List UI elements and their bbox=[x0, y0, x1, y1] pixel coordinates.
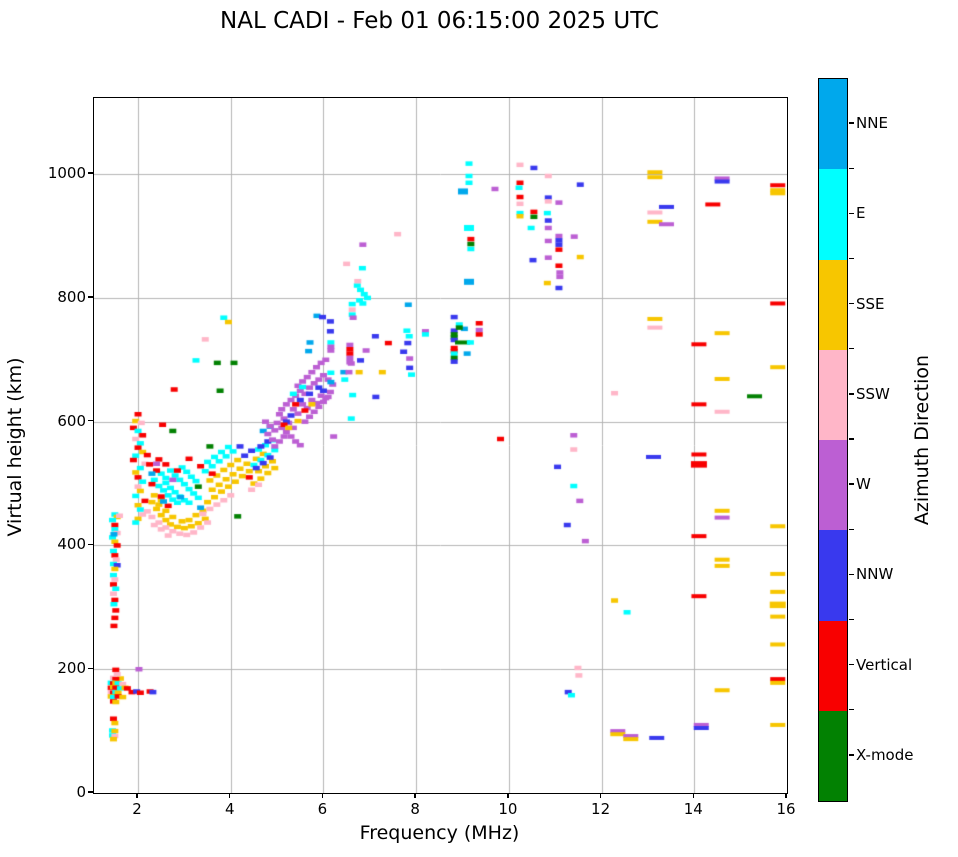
colorbar bbox=[818, 78, 848, 802]
y-tick-label: 1000 bbox=[47, 164, 86, 183]
y-tick-label: 800 bbox=[57, 287, 86, 306]
colorbar-boundary-tick bbox=[849, 167, 854, 169]
colorbar-segment-e bbox=[819, 169, 847, 260]
x-tick-mark bbox=[136, 793, 138, 798]
x-tick-label: 8 bbox=[410, 800, 420, 818]
y-tick-mark bbox=[88, 791, 93, 793]
x-tick-mark bbox=[507, 793, 509, 798]
x-tick-label: 16 bbox=[776, 800, 796, 818]
x-tick-mark bbox=[599, 793, 602, 798]
colorbar-segment-x-mode bbox=[819, 710, 847, 801]
colorbar-tick-mark bbox=[849, 393, 854, 395]
colorbar-segment-w bbox=[819, 440, 847, 531]
colorbar-boundary-tick bbox=[849, 709, 854, 711]
x-tick-label: 4 bbox=[224, 800, 235, 818]
colorbar-boundary-tick bbox=[849, 438, 854, 440]
colorbar-tick-label: SSW bbox=[856, 384, 890, 403]
colorbar-tick-label: NNE bbox=[856, 114, 888, 133]
y-tick-label: 0 bbox=[76, 783, 86, 801]
x-tick-mark bbox=[692, 793, 694, 798]
y-tick-mark bbox=[88, 296, 93, 298]
y-tick-label: 600 bbox=[57, 411, 86, 430]
colorbar-segment-nnw bbox=[819, 530, 847, 621]
colorbar-boundary-tick bbox=[849, 618, 854, 621]
chart-title: NAL CADI - Feb 01 06:15:00 2025 UTC bbox=[220, 8, 659, 34]
colorbar-tick-mark bbox=[849, 302, 854, 305]
colorbar-boundary-tick bbox=[849, 348, 854, 350]
x-tick-label: 14 bbox=[683, 800, 703, 818]
colorbar-tick-mark bbox=[849, 212, 854, 215]
x-axis-label: Frequency (MHz) bbox=[359, 822, 520, 844]
colorbar-tick-label: W bbox=[856, 475, 871, 494]
x-tick-mark bbox=[414, 793, 416, 798]
colorbar-boundary-tick bbox=[849, 528, 854, 530]
colorbar-tick-label: NNW bbox=[856, 565, 894, 584]
x-tick-mark bbox=[785, 793, 787, 798]
x-tick-label: 12 bbox=[591, 800, 611, 818]
colorbar-tick-label: X-mode bbox=[856, 745, 914, 764]
x-tick-mark bbox=[229, 793, 231, 798]
colorbar-title: Azimuth Direction bbox=[911, 354, 933, 526]
colorbar-tick-mark bbox=[849, 483, 854, 485]
x-tick-label: 2 bbox=[132, 800, 142, 818]
x-tick-label: 10 bbox=[498, 800, 518, 818]
colorbar-boundary-tick bbox=[849, 257, 854, 260]
scatter-canvas bbox=[94, 98, 787, 793]
y-tick-mark bbox=[88, 667, 93, 669]
colorbar-tick-label: Vertical bbox=[856, 655, 913, 674]
y-tick-mark bbox=[88, 543, 93, 546]
y-tick-label: 200 bbox=[57, 659, 86, 678]
x-tick-label: 6 bbox=[317, 800, 328, 818]
colorbar-segment-nne bbox=[819, 79, 847, 170]
colorbar-tick-mark bbox=[849, 663, 854, 666]
colorbar-segment-vertical bbox=[819, 620, 847, 711]
colorbar-tick-mark bbox=[849, 754, 854, 756]
plot-area bbox=[93, 97, 788, 794]
colorbar-tick-label: SSE bbox=[856, 294, 885, 313]
y-tick-label: 400 bbox=[57, 535, 86, 554]
y-axis-label: Virtual height (km) bbox=[4, 357, 26, 537]
colorbar-tick-mark bbox=[849, 122, 854, 124]
colorbar-tick-label: E bbox=[856, 204, 866, 223]
y-tick-mark bbox=[88, 172, 93, 174]
x-tick-mark bbox=[321, 793, 324, 798]
colorbar-segment-sse bbox=[819, 259, 847, 350]
colorbar-tick-mark bbox=[849, 573, 854, 576]
colorbar-segment-ssw bbox=[819, 349, 847, 440]
y-tick-mark bbox=[88, 419, 93, 422]
